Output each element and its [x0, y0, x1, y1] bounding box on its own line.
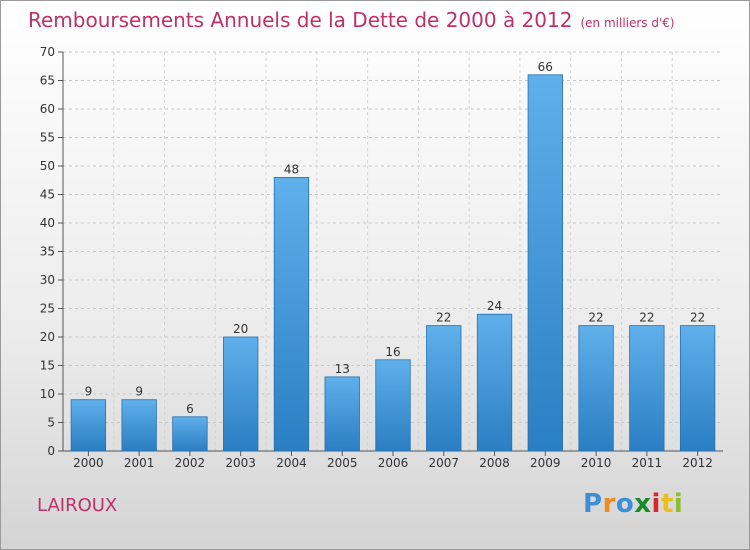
bar	[121, 399, 157, 452]
bar	[527, 74, 563, 452]
x-tick-label: 2001	[124, 456, 155, 470]
bar	[324, 376, 360, 452]
x-tick-label: 2010	[581, 456, 612, 470]
y-tick-label: 65	[40, 74, 55, 88]
bar	[578, 325, 614, 452]
bar-value-label: 66	[538, 60, 553, 74]
y-tick-label: 15	[40, 359, 55, 373]
logo-letter: x	[634, 489, 652, 519]
chart-title: Remboursements Annuels de la Dette de 20…	[28, 8, 675, 32]
bar	[172, 416, 208, 452]
y-tick-label: 0	[47, 444, 55, 458]
x-tick-label: 2009	[530, 456, 561, 470]
bar	[679, 325, 716, 452]
logo-letter: o	[615, 489, 635, 519]
y-tick-label: 60	[40, 102, 55, 116]
bar	[375, 359, 411, 452]
commune-name: LAIROUX	[37, 495, 118, 516]
y-tick-label: 5	[47, 416, 55, 430]
bars	[70, 74, 716, 452]
bar-value-label: 16	[385, 345, 400, 359]
bar-value-label: 22	[639, 311, 654, 325]
y-tick-label: 40	[40, 216, 55, 230]
logo-letter: i	[673, 489, 684, 519]
bar	[476, 313, 513, 452]
bar-value-label: 24	[487, 299, 502, 313]
y-tick-label: 35	[40, 245, 55, 259]
proxiti-logo: Proxiti	[583, 489, 683, 519]
logo-letter: t	[660, 489, 674, 519]
x-tick-label: 2003	[225, 456, 256, 470]
x-tick-label: 2002	[175, 456, 206, 470]
x-tick-label: 2011	[632, 456, 663, 470]
bar-value-label: 22	[690, 311, 705, 325]
x-tick-label: 2004	[276, 456, 307, 470]
bar-value-label: 20	[233, 322, 248, 336]
x-tick-label: 2012	[682, 456, 713, 470]
x-tick-label: 2008	[479, 456, 510, 470]
y-tick-label: 50	[40, 159, 55, 173]
y-tick-label: 55	[40, 131, 55, 145]
x-tick-label: 2007	[428, 456, 459, 470]
bar-value-label: 22	[436, 311, 451, 325]
bar	[426, 325, 462, 452]
chart-title-main: Remboursements Annuels de la Dette de 20…	[28, 8, 573, 32]
bar-value-label: 22	[588, 311, 603, 325]
y-tick-label: 20	[40, 330, 55, 344]
logo-letter: i	[651, 489, 661, 519]
y-tick-label: 30	[40, 273, 55, 287]
bar	[629, 325, 665, 452]
bar	[70, 399, 107, 452]
y-tick-label: 25	[40, 302, 55, 316]
x-tick-label: 2005	[327, 456, 358, 470]
bar-value-label: 9	[135, 385, 143, 399]
bar-value-label: 6	[186, 402, 194, 416]
logo-letter: P	[583, 489, 603, 519]
chart-title-unit: (en milliers d'€)	[580, 16, 675, 30]
y-tick-label: 45	[40, 188, 55, 202]
y-tick-label: 70	[40, 45, 55, 59]
logo-letter: r	[602, 489, 616, 519]
x-tick-label: 2000	[73, 456, 104, 470]
bar-value-label: 13	[335, 362, 350, 376]
y-tick-label: 10	[40, 387, 55, 401]
labels: 0 5 10 15 20 25 30 35 40 45 50 55 60 65 70 9 2000 9 2001 6 2…	[40, 45, 713, 470]
bar-value-label: 48	[284, 162, 299, 176]
bar	[273, 176, 310, 452]
bar	[223, 336, 259, 452]
bar-value-label: 9	[85, 385, 93, 399]
x-tick-label: 2006	[378, 456, 409, 470]
